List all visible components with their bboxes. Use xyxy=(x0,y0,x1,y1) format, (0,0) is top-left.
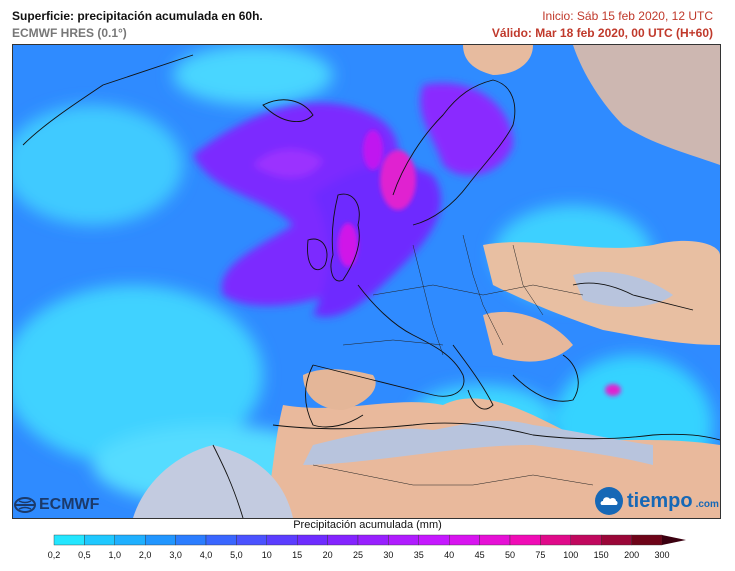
color-bar-segment xyxy=(449,534,480,546)
color-bar-tick-label: 4,0 xyxy=(199,550,213,560)
color-bar-segment xyxy=(175,534,207,546)
color-bar-segment xyxy=(479,534,511,546)
color-bar-segment xyxy=(540,534,571,546)
color-bar-tick-label: 45 xyxy=(474,550,485,560)
color-bar-tick-label: 150 xyxy=(593,550,609,560)
color-bar-segment xyxy=(418,534,450,546)
color-bar-tick-label: 3,0 xyxy=(169,550,182,560)
color-bar-tick-label: 0,2 xyxy=(47,550,61,560)
color-bar-segment xyxy=(266,534,298,546)
color-bar-tick-label: 20 xyxy=(322,550,333,560)
color-bar-tick-label: 300 xyxy=(654,550,670,560)
color-bar xyxy=(53,534,686,546)
color-bar-segment xyxy=(601,534,632,546)
init-time: Inicio: Sáb 15 feb 2020, 12 UTC xyxy=(542,9,713,23)
tiempo-logo-domain: .com xyxy=(695,498,719,510)
color-bar-tick-label: 1,0 xyxy=(108,550,122,560)
color-bar-segment xyxy=(357,534,389,546)
color-bar-segment xyxy=(509,534,541,546)
legend-title: Precipitación acumulada (mm) xyxy=(293,519,442,531)
ecmwf-logo-icon xyxy=(14,497,36,513)
color-bar-segment xyxy=(84,534,116,546)
very-heavy-rain xyxy=(338,130,621,396)
color-bar-tick-label: 15 xyxy=(292,550,303,560)
ecmwf-logo-text: ECMWF xyxy=(39,496,100,513)
color-bar-segment xyxy=(296,534,328,546)
color-bar-segment xyxy=(53,534,85,546)
coastlines xyxy=(22,54,720,518)
color-bar-segment xyxy=(570,534,602,546)
valid-time: Válido: Mar 18 feb 2020, 00 UTC (H+60) xyxy=(491,26,713,40)
country-borders xyxy=(312,234,594,486)
color-bar-tick-label: 100 xyxy=(563,550,579,560)
map-canvas xyxy=(13,45,720,518)
color-bar-tick-label: 30 xyxy=(383,550,394,560)
color-bar-tick-label: 75 xyxy=(535,550,546,560)
precipitation-map[interactable] xyxy=(12,44,721,519)
ecmwf-logo: ECMWF xyxy=(14,496,99,514)
color-bar-tick-label: 2,0 xyxy=(138,550,152,560)
model-name: ECMWF HRES (0.1°) xyxy=(12,26,127,40)
tiempo-cloud-icon xyxy=(595,487,623,515)
color-bar-tick-label: 50 xyxy=(504,550,516,560)
tiempo-logo: tiempo .com xyxy=(594,486,719,516)
color-bar-tick-label: 10 xyxy=(261,550,272,560)
color-bar-segment xyxy=(144,534,176,546)
color-bar-segment xyxy=(114,534,146,546)
color-bar-segment xyxy=(205,534,237,546)
color-bar-tick-label: 5,0 xyxy=(230,550,243,560)
color-bar-segment xyxy=(631,534,663,546)
color-bar-extend-arrow xyxy=(662,535,686,545)
color-bar-tick-label: 40 xyxy=(444,550,455,560)
map-title: Superficie: precipitación acumulada en 6… xyxy=(12,9,263,23)
color-bar-segment xyxy=(327,534,359,546)
sea-areas xyxy=(133,271,673,518)
color-bar-tick-label: 200 xyxy=(624,550,640,560)
color-bar-segment xyxy=(236,534,267,546)
tiempo-logo-text: tiempo xyxy=(627,489,693,512)
color-bar-tick-label: 25 xyxy=(352,550,364,560)
color-bar-tick-label: 35 xyxy=(413,550,424,560)
color-bar-tick-label: 0,5 xyxy=(78,550,91,560)
color-bar-segment xyxy=(388,534,419,546)
